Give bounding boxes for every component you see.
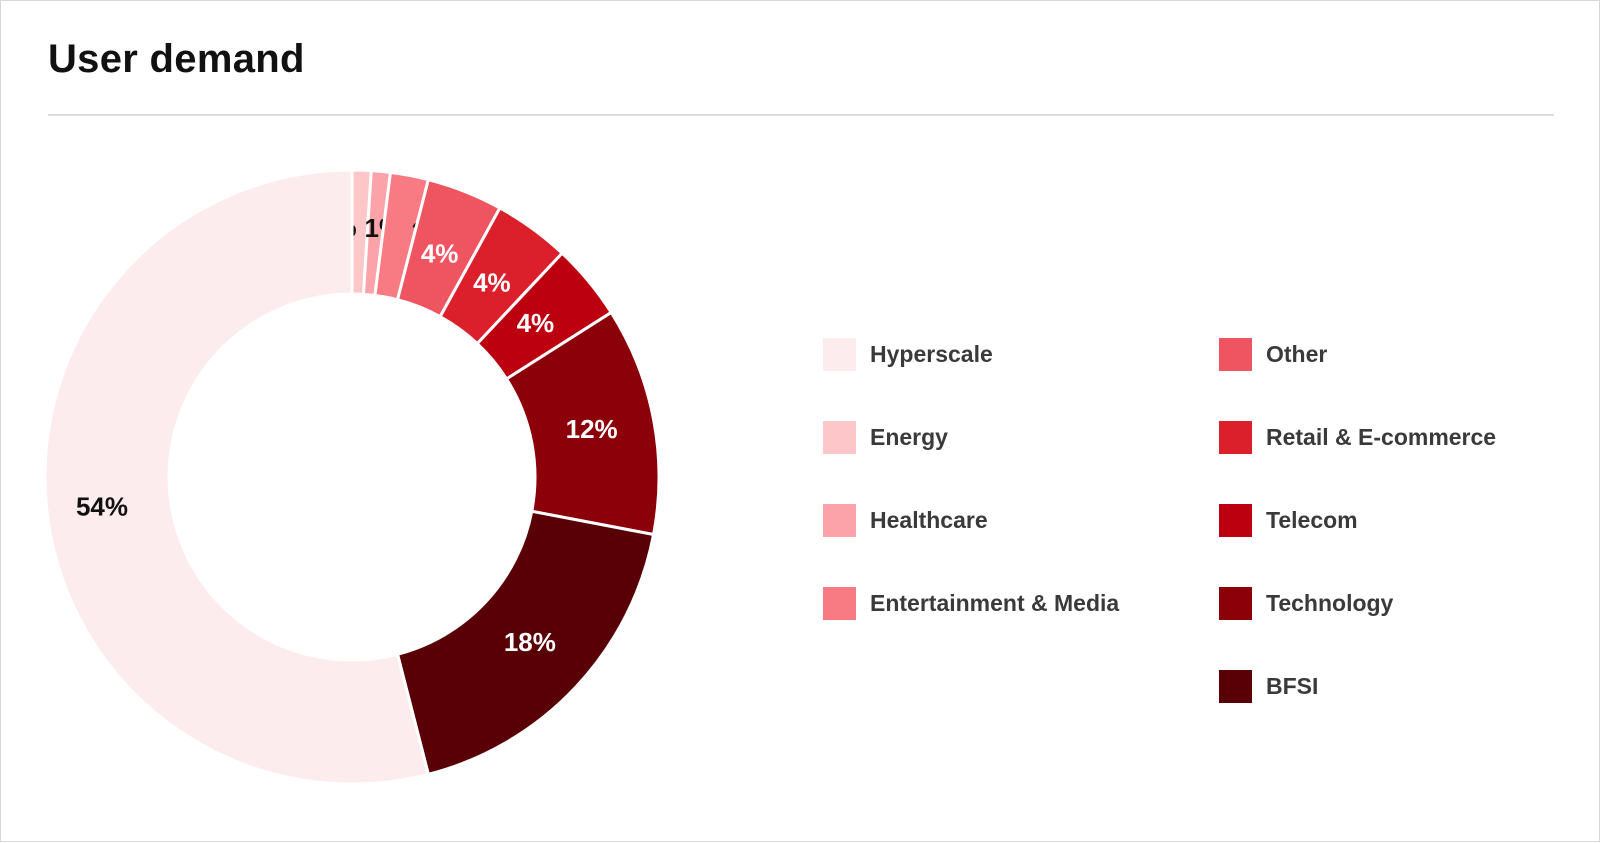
legend-item-retail-and-e-commerce[interactable]: Retail & E-commerce — [1219, 420, 1496, 454]
legend-label: Entertainment & Media — [870, 589, 1120, 616]
legend-label: BFSI — [1266, 672, 1319, 699]
slice-label-technology: 12% — [566, 414, 618, 444]
legend-swatch — [823, 420, 856, 454]
legend-item-other[interactable]: Other — [1219, 337, 1327, 371]
slice-label-telecom: 4% — [517, 308, 555, 338]
legend-item-technology[interactable]: Technology — [1219, 586, 1393, 620]
slice-label-retail-and-e-commerce: 4% — [473, 267, 511, 297]
legend-label: Energy — [870, 423, 948, 450]
legend-swatch — [1219, 337, 1252, 371]
legend-swatch — [1219, 586, 1252, 620]
legend-label: Other — [1266, 340, 1328, 367]
legend-item-bfsi[interactable]: BFSI — [1219, 669, 1318, 703]
legend-label: Telecom — [1266, 506, 1358, 533]
chart-title: User demand — [48, 37, 305, 81]
legend-swatch — [1219, 669, 1252, 703]
legend-item-telecom[interactable]: Telecom — [1219, 503, 1358, 537]
legend-swatch — [1219, 503, 1252, 537]
legend-swatch — [1219, 420, 1252, 454]
legend-item-healthcare[interactable]: Healthcare — [823, 503, 988, 537]
legend-item-entertainment-and-media[interactable]: Entertainment & Media — [823, 586, 1119, 620]
slice-hyperscale[interactable] — [43, 168, 431, 786]
slice-label-other: 4% — [421, 239, 459, 269]
legend-label: Healthcare — [870, 506, 988, 533]
slice-label-hyperscale: 54% — [76, 491, 128, 521]
legend-item-energy[interactable]: Energy — [823, 420, 948, 454]
legend-label: Technology — [1266, 589, 1394, 616]
slice-bfsi[interactable] — [395, 509, 656, 777]
title-divider — [48, 114, 1554, 116]
legend-label: Retail & E-commerce — [1266, 423, 1497, 450]
legend-item-hyperscale[interactable]: Hyperscale — [823, 337, 993, 371]
legend-swatch — [823, 503, 856, 537]
legend-swatch — [823, 586, 856, 620]
slice-label-bfsi: 18% — [504, 627, 556, 657]
legend-swatch — [823, 337, 856, 371]
legend-label: Hyperscale — [870, 340, 993, 367]
